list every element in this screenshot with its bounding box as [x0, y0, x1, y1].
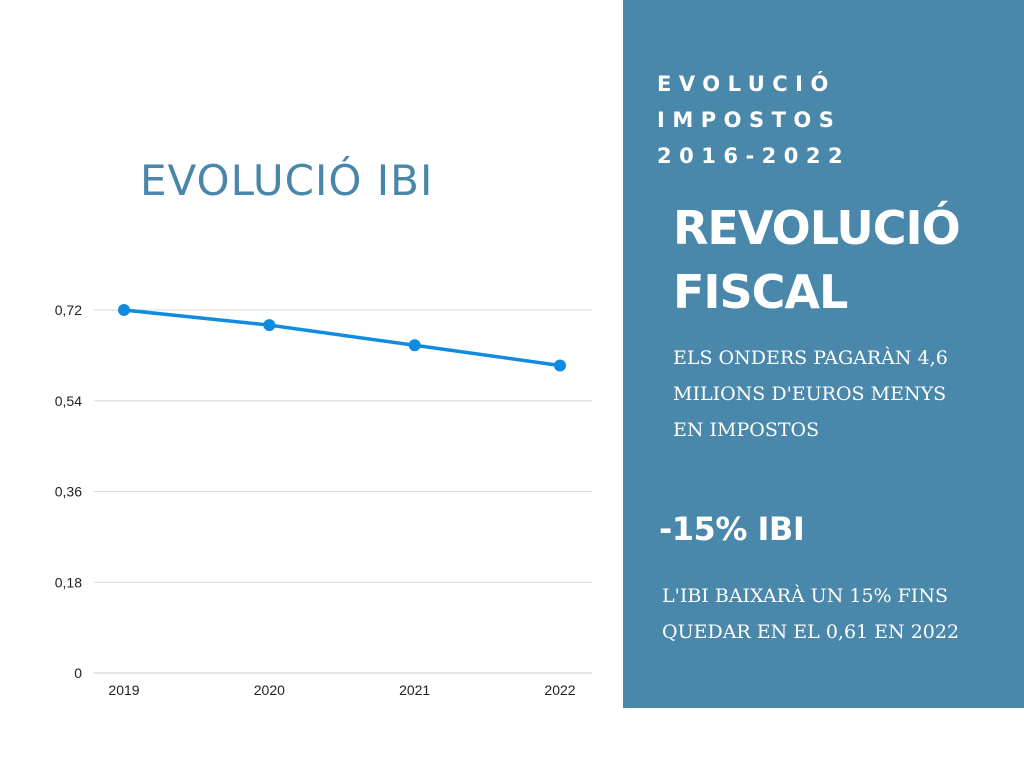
- body-line: EN IMPOSTOS: [673, 419, 820, 441]
- kicker-line: 2016-2022: [657, 144, 851, 168]
- x-tick-label: 2020: [254, 682, 285, 698]
- y-tick-label: 0,72: [55, 302, 82, 318]
- panel-kicker: EVOLUCIÓ IMPOSTOS 2016-2022: [657, 66, 850, 174]
- x-tick-label: 2022: [544, 682, 575, 698]
- info-panel: EVOLUCIÓ IMPOSTOS 2016-2022 REVOLUCIÓ FI…: [623, 0, 1024, 708]
- chart-gridlines: [94, 309, 592, 674]
- panel-headline: REVOLUCIÓ FISCAL: [673, 196, 961, 324]
- data-point: [263, 319, 276, 332]
- stat-headline: -15% IBI: [659, 510, 805, 548]
- chart-series: [118, 304, 566, 372]
- stat-line: QUEDAR EN EL 0,61 EN 2022: [662, 621, 960, 643]
- stat-line: L'IBI BAIXARÀ UN 15% FINS: [662, 585, 948, 607]
- data-point: [554, 359, 566, 372]
- x-axis-ticks: 2019 2020 2021 2022: [108, 682, 575, 698]
- y-tick-label: 0,18: [55, 574, 82, 590]
- kicker-line: EVOLUCIÓ: [657, 72, 836, 96]
- body-line: ELS ONDERS PAGARÀN 4,6: [673, 347, 948, 369]
- y-tick-label: 0,54: [55, 393, 82, 409]
- line-chart: 0 0,18 0,36 0,54 0,72 2019 2020 2021 2022: [55, 302, 592, 698]
- chart-title: EVOLUCIÓ IBI: [140, 156, 434, 205]
- panel-body-text: ELS ONDERS PAGARÀN 4,6 MILIONS D'EUROS M…: [673, 340, 948, 448]
- headline-line: REVOLUCIÓ: [673, 201, 961, 255]
- x-tick-label: 2021: [399, 682, 430, 698]
- headline-line: FISCAL: [673, 265, 848, 319]
- data-point: [408, 339, 421, 352]
- body-line: MILIONS D'EUROS MENYS: [673, 383, 947, 405]
- series-line: [122, 308, 562, 368]
- y-axis-ticks: 0 0,18 0,36 0,54 0,72: [55, 302, 82, 681]
- x-tick-label: 2019: [108, 682, 139, 698]
- data-point: [118, 304, 130, 316]
- y-tick-label: 0: [74, 665, 82, 681]
- y-tick-label: 0,36: [55, 484, 82, 500]
- kicker-line: IMPOSTOS: [657, 108, 842, 132]
- stat-description: L'IBI BAIXARÀ UN 15% FINS QUEDAR EN EL 0…: [662, 578, 959, 650]
